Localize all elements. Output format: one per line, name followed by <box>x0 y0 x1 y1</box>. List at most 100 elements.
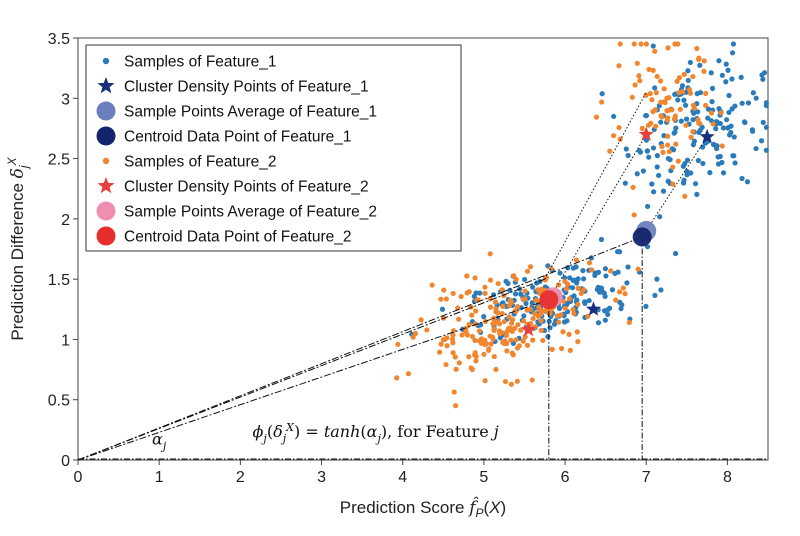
sample-point <box>573 257 579 263</box>
sample-point <box>518 327 524 333</box>
sample-point <box>438 341 444 347</box>
sample-point <box>613 297 619 303</box>
sample-point <box>499 311 505 317</box>
sample-point <box>739 100 745 106</box>
sample-point <box>520 338 526 344</box>
sample-point <box>549 346 555 352</box>
sample-point <box>648 120 654 126</box>
sample-point <box>760 119 766 125</box>
sample-point <box>515 322 521 328</box>
sample-point <box>720 125 726 131</box>
sample-point <box>548 265 554 271</box>
sample-point <box>506 326 512 333</box>
sample-point <box>700 144 706 150</box>
y-tick-label: 3.5 <box>48 31 70 48</box>
sample-point <box>501 319 507 325</box>
sample-point <box>656 172 662 179</box>
sample-point <box>660 149 666 155</box>
sample-point <box>559 345 565 352</box>
sample-point <box>679 83 686 89</box>
sample-point <box>745 100 752 106</box>
sample-point <box>597 289 603 295</box>
sample-point <box>676 75 683 81</box>
sample-point <box>753 95 759 101</box>
sample-point <box>453 366 459 372</box>
sample-point <box>636 73 642 79</box>
sample-point <box>690 117 696 123</box>
sample-point <box>450 332 456 338</box>
sample-point <box>680 163 686 169</box>
sample-point <box>412 330 419 337</box>
plot-frame <box>77 37 769 461</box>
sample-point <box>545 334 551 340</box>
dotted-link <box>641 136 708 238</box>
sample-point <box>504 348 510 354</box>
sample-point <box>481 314 487 320</box>
y-tick-label: 0 <box>61 453 70 470</box>
sample-point <box>710 121 716 127</box>
sample-point <box>527 264 534 270</box>
sample-point <box>395 341 401 347</box>
sample-point <box>683 122 689 128</box>
y-tick-label: 2.5 <box>48 152 70 169</box>
sample-point <box>650 145 657 151</box>
sample-point <box>463 325 469 332</box>
sample-point <box>729 50 736 56</box>
sample-point <box>562 305 568 311</box>
y-tick-label: 1.5 <box>48 272 70 289</box>
sample-point <box>482 290 488 296</box>
sample-point <box>607 148 613 154</box>
sample-point <box>598 236 605 243</box>
sample-point <box>643 92 649 98</box>
sample-point <box>676 89 682 96</box>
sample-point <box>514 304 521 310</box>
sample-point <box>690 73 696 80</box>
ray-from-origin <box>77 236 643 461</box>
sample-point <box>675 158 681 164</box>
sample-point <box>464 290 470 296</box>
sample-point <box>661 86 667 92</box>
sample-point <box>684 172 690 178</box>
sample-point <box>491 353 497 360</box>
sample-point <box>511 273 517 279</box>
sample-point <box>611 113 617 120</box>
sample-point <box>532 311 538 317</box>
sample-point <box>521 313 527 319</box>
sample-point <box>644 148 650 154</box>
y-tick-label: 2 <box>61 212 70 229</box>
legend-label: Samples of Feature_1 <box>124 54 277 71</box>
sample-point <box>726 109 732 116</box>
sample-point <box>688 134 694 140</box>
sample-point <box>570 306 576 313</box>
sample-point <box>449 336 456 343</box>
sample-point <box>522 276 528 283</box>
sample-point <box>685 68 691 74</box>
sample-point <box>424 327 430 333</box>
sample-point <box>675 97 681 103</box>
x-tick-label: 8 <box>723 469 732 486</box>
sample-point <box>394 375 400 381</box>
sample-point <box>659 143 665 150</box>
sample-point <box>622 291 628 297</box>
sample-point <box>529 300 535 306</box>
legend-box <box>85 44 462 252</box>
sample-point <box>686 87 693 93</box>
legend-label: Centroid Data Point of Feature_1 <box>124 129 351 146</box>
sample-point <box>650 67 656 73</box>
sample-point <box>599 99 605 105</box>
x-tick-label: 1 <box>155 469 164 486</box>
x-axis-title: Prediction Score f̂P(X) <box>340 497 506 520</box>
sample-point <box>466 321 472 328</box>
sample-point <box>523 300 529 307</box>
legend: Samples of Feature_1 Cluster Density Poin… <box>85 44 462 252</box>
sample-point <box>558 312 564 318</box>
sample-point <box>644 203 651 210</box>
x-tick-label: 3 <box>317 469 326 486</box>
sample-point <box>666 148 672 155</box>
sample-point <box>687 59 693 66</box>
sample-point <box>623 146 629 152</box>
sample-point <box>685 77 691 84</box>
sample-point <box>542 277 548 283</box>
sample-point <box>620 285 626 291</box>
sample-point <box>472 275 478 281</box>
